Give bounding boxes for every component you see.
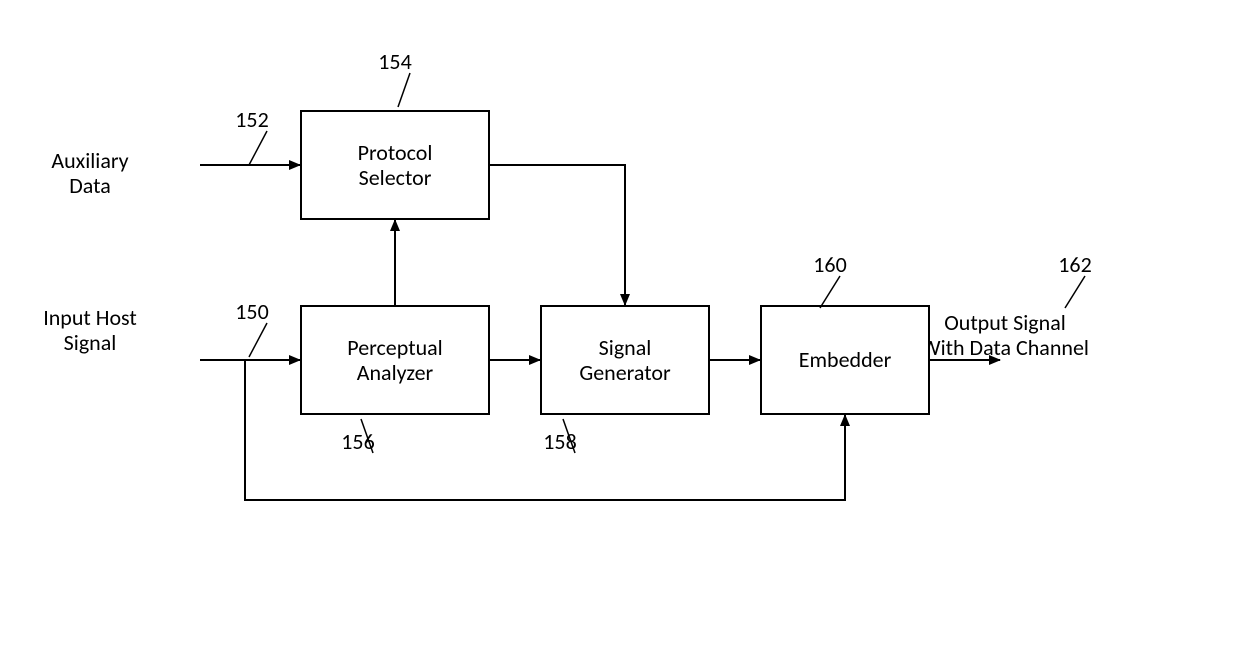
node-signal-generator: SignalGenerator <box>540 305 710 415</box>
ref-leader-r154 <box>398 73 410 107</box>
ref-160: 160 <box>800 252 860 277</box>
label-auxiliary-data: AuxiliaryData <box>20 148 160 199</box>
ref-150: 150 <box>222 299 282 324</box>
node-perceptual-analyzer: PerceptualAnalyzer <box>300 305 490 415</box>
ref-162: 162 <box>1045 252 1105 277</box>
ref-leader-r162 <box>1065 276 1085 308</box>
node-protocol-selector: ProtocolSelector <box>300 110 490 220</box>
label-input-host-signal: Input HostSignal <box>10 305 170 356</box>
node-embedder: Embedder <box>760 305 930 415</box>
edge-protocol_to_signal <box>490 165 625 305</box>
ref-leader-r152 <box>249 131 267 165</box>
ref-158: 158 <box>530 429 590 454</box>
ref-leader-r160 <box>820 276 840 308</box>
ref-154: 154 <box>365 49 425 74</box>
ref-152: 152 <box>222 107 282 132</box>
diagram-canvas: AuxiliaryData Input HostSignal Output Si… <box>0 0 1240 652</box>
ref-156: 156 <box>328 429 388 454</box>
ref-leader-r150 <box>249 323 267 357</box>
